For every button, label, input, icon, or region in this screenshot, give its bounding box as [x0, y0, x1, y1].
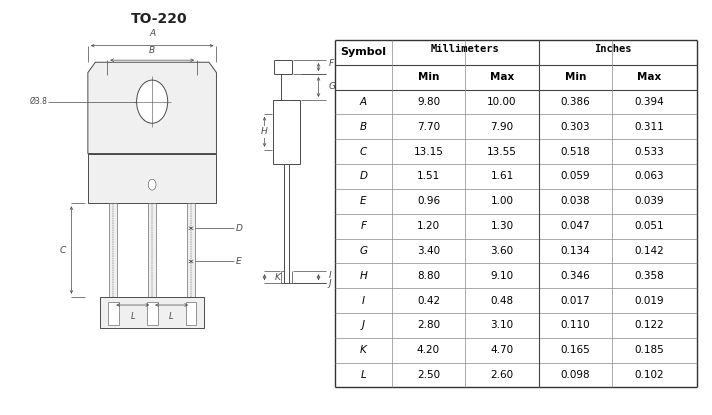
Text: J: J [328, 279, 331, 288]
Text: Symbol: Symbol [340, 47, 387, 57]
Text: 0.102: 0.102 [634, 370, 664, 380]
Text: 1.20: 1.20 [417, 221, 440, 231]
Text: 13.15: 13.15 [414, 146, 444, 157]
Text: 1.00: 1.00 [491, 196, 513, 206]
Bar [108, 302, 119, 325]
Text: 9.80: 9.80 [417, 97, 440, 107]
Text: 0.386: 0.386 [561, 97, 590, 107]
Text: 0.038: 0.038 [561, 196, 590, 206]
Text: 2.50: 2.50 [417, 370, 440, 380]
Text: 3.10: 3.10 [491, 320, 513, 330]
Text: 0.518: 0.518 [561, 146, 590, 157]
Text: 0.059: 0.059 [561, 171, 590, 181]
Text: TO-220: TO-220 [131, 12, 188, 26]
Text: 0.098: 0.098 [561, 370, 590, 380]
Text: 2.60: 2.60 [491, 370, 513, 380]
Text: 0.533: 0.533 [634, 146, 664, 157]
Text: 1.61: 1.61 [491, 171, 513, 181]
Text: D: D [236, 224, 243, 233]
Circle shape [148, 179, 156, 190]
Text: 13.55: 13.55 [487, 146, 517, 157]
Bar [88, 154, 216, 203]
Text: C: C [360, 146, 367, 157]
Polygon shape [88, 62, 216, 154]
Text: 1.51: 1.51 [417, 171, 440, 181]
Text: 0.394: 0.394 [634, 97, 664, 107]
Text: 7.70: 7.70 [417, 122, 440, 132]
Text: K: K [360, 345, 367, 355]
Text: L: L [169, 312, 174, 322]
Text: G: G [328, 83, 335, 91]
Text: B: B [360, 122, 367, 132]
Text: I: I [362, 295, 365, 305]
Text: G: G [360, 246, 367, 256]
Text: A: A [149, 29, 155, 38]
Text: 0.039: 0.039 [634, 196, 664, 206]
Bar [148, 203, 157, 297]
Text: Millimeters: Millimeters [431, 44, 500, 54]
Text: 9.10: 9.10 [491, 271, 513, 281]
Text: 0.303: 0.303 [561, 122, 590, 132]
Circle shape [137, 80, 168, 123]
Text: A: A [360, 97, 367, 107]
Text: 0.185: 0.185 [634, 345, 664, 355]
Text: 0.122: 0.122 [634, 320, 664, 330]
Text: 0.165: 0.165 [561, 345, 590, 355]
Text: 4.70: 4.70 [491, 345, 513, 355]
Text: H: H [261, 127, 267, 136]
Text: J: J [362, 320, 365, 330]
Text: 0.047: 0.047 [561, 221, 590, 231]
Text: Min: Min [418, 72, 439, 82]
Text: 1.30: 1.30 [491, 221, 513, 231]
Bar [187, 203, 195, 297]
Text: I: I [328, 271, 331, 280]
Text: 0.142: 0.142 [634, 246, 664, 256]
Text: 0.063: 0.063 [634, 171, 664, 181]
Text: 7.90: 7.90 [491, 122, 513, 132]
Text: 0.42: 0.42 [417, 295, 440, 305]
Text: F: F [328, 59, 334, 68]
Text: H: H [360, 271, 367, 281]
Text: 0.017: 0.017 [561, 295, 590, 305]
Text: E: E [360, 196, 367, 206]
Bar [109, 203, 117, 297]
Text: Max: Max [637, 72, 661, 82]
Text: 0.96: 0.96 [417, 196, 440, 206]
Text: 0.358: 0.358 [634, 271, 664, 281]
Text: 0.311: 0.311 [634, 122, 664, 132]
Text: K: K [275, 273, 281, 282]
Text: 0.346: 0.346 [561, 271, 590, 281]
Text: C: C [60, 246, 66, 254]
Text: L: L [130, 312, 135, 322]
Text: 0.134: 0.134 [561, 246, 590, 256]
Text: Min: Min [565, 72, 586, 82]
Text: 3.40: 3.40 [417, 246, 440, 256]
Text: 4.20: 4.20 [417, 345, 440, 355]
Text: E: E [236, 257, 241, 266]
Text: Max: Max [490, 72, 514, 82]
Text: B: B [149, 46, 155, 55]
Text: 0.019: 0.019 [634, 295, 664, 305]
Text: 2.80: 2.80 [417, 320, 440, 330]
Text: 0.110: 0.110 [561, 320, 590, 330]
Text: F: F [360, 221, 367, 231]
Text: 3.60: 3.60 [491, 246, 513, 256]
Text: Ø3.8: Ø3.8 [30, 97, 48, 106]
Text: 0.051: 0.051 [634, 221, 664, 231]
Bar [186, 302, 197, 325]
Text: 8.80: 8.80 [417, 271, 440, 281]
Text: L: L [360, 370, 366, 380]
Text: D: D [360, 171, 367, 181]
Text: 10.00: 10.00 [487, 97, 517, 107]
Bar [147, 302, 157, 325]
Text: 0.48: 0.48 [491, 295, 513, 305]
Bar [100, 297, 204, 328]
Text: Inches: Inches [594, 44, 631, 54]
